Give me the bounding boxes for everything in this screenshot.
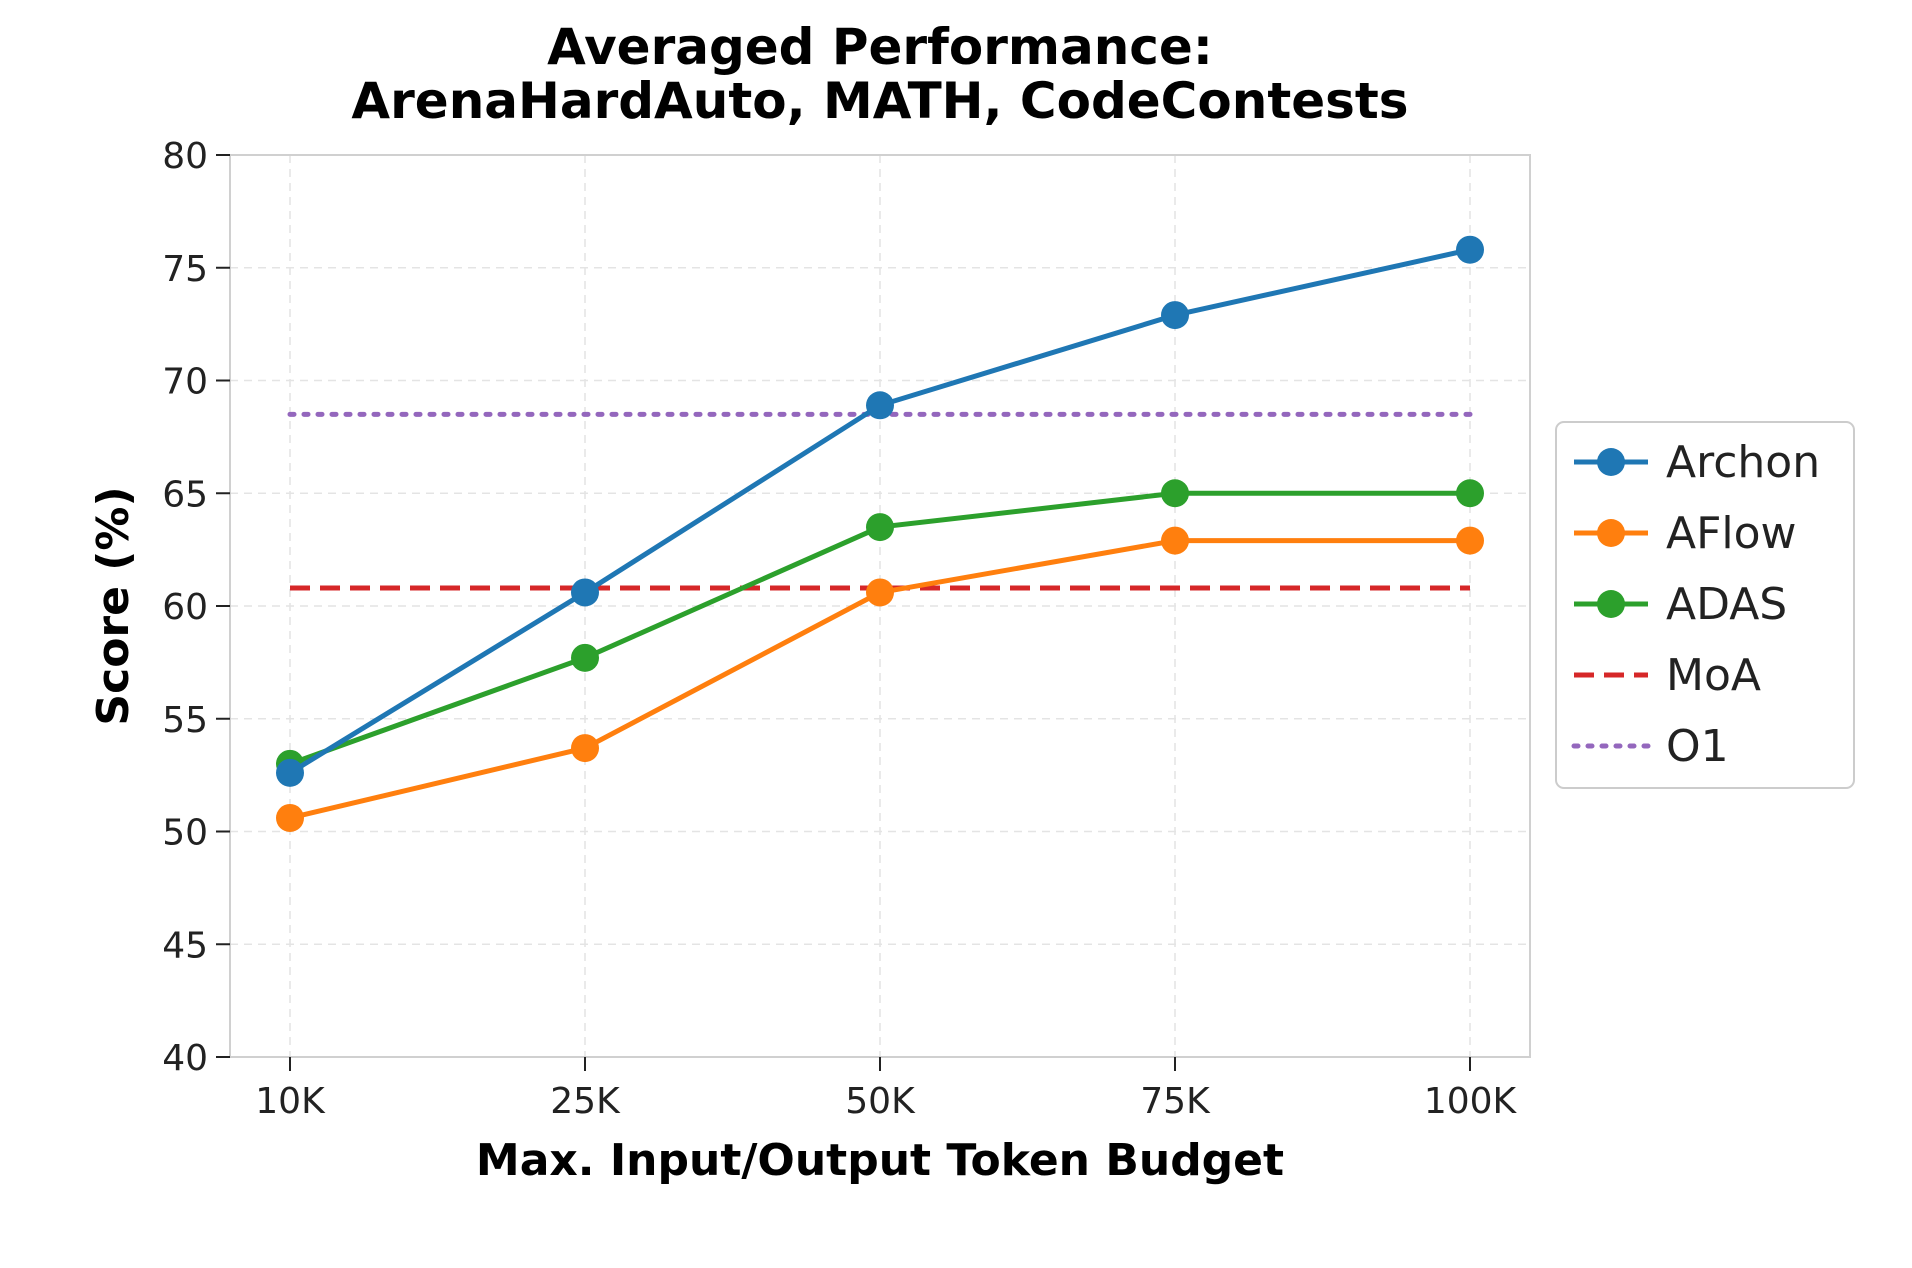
- legend-aflow-label: AFlow: [1666, 508, 1797, 559]
- legend-frame: [1555, 421, 1855, 789]
- archon-point: [571, 578, 599, 607]
- y-tick-label: 40: [162, 1038, 208, 1079]
- series-group: [276, 235, 1484, 832]
- y-tick-label: 65: [162, 474, 208, 515]
- x-axis-label: Max. Input/Output Token Budget: [476, 1135, 1284, 1186]
- x-tick-label: 10K: [255, 1081, 326, 1122]
- aflow-point: [571, 734, 599, 763]
- aflow-point: [1161, 526, 1189, 555]
- legend-adas-label: ADAS: [1666, 579, 1787, 630]
- y-tick-label: 80: [162, 136, 208, 177]
- y-axis-ticks: 40 45 50 55 60 65 70 75 80: [162, 136, 230, 1079]
- aflow-point: [866, 578, 894, 607]
- y-tick-label: 45: [162, 925, 208, 966]
- y-axis-label: Score (%): [88, 486, 139, 725]
- x-tick-label: 50K: [845, 1081, 916, 1122]
- adas-point: [866, 513, 894, 542]
- y-tick-label: 70: [162, 362, 208, 403]
- legend: Archon AFlow ADAS MoA O1: [1555, 421, 1855, 789]
- chart-title: Averaged Performance:: [547, 18, 1213, 76]
- y-tick-label: 55: [162, 700, 208, 741]
- x-tick-label: 25K: [550, 1081, 621, 1122]
- adas-point: [1161, 479, 1189, 508]
- aflow-point: [276, 803, 304, 832]
- legend-archon-label: Archon: [1666, 437, 1820, 488]
- chart-subtitle: ArenaHardAuto, MATH, CodeContests: [351, 72, 1408, 130]
- x-tick-label: 75K: [1140, 1081, 1211, 1122]
- adas-point: [1456, 479, 1484, 508]
- y-tick-label: 60: [162, 587, 208, 628]
- y-tick-label: 75: [162, 249, 208, 290]
- archon-point: [1161, 301, 1189, 330]
- x-axis-ticks: 10K 25K 50K 75K 100K: [255, 1057, 1518, 1122]
- archon-point: [276, 758, 304, 787]
- adas-point: [571, 643, 599, 672]
- archon-point: [1456, 235, 1484, 264]
- aflow-point: [1456, 526, 1484, 555]
- legend-o1-label: O1: [1666, 721, 1729, 772]
- legend-archon-marker: [1597, 448, 1625, 476]
- legend-aflow-marker: [1597, 519, 1625, 547]
- legend-moa-label: MoA: [1666, 650, 1761, 701]
- x-tick-label: 100K: [1424, 1081, 1518, 1122]
- legend-adas-marker: [1597, 590, 1625, 618]
- archon-point: [866, 391, 894, 420]
- y-tick-label: 50: [162, 813, 208, 854]
